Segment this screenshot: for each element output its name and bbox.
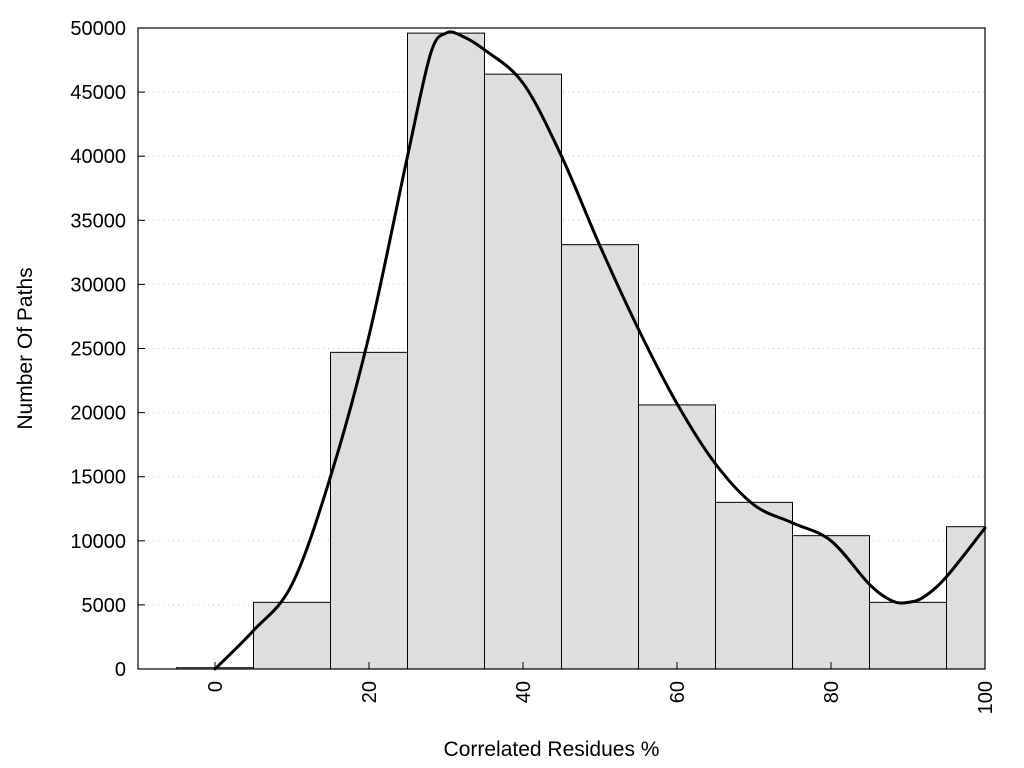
y-tick-label-2: 10000 [70, 531, 126, 553]
histogram-bar-10 [946, 526, 986, 670]
x-axis-label: Correlated Residues % [444, 738, 660, 761]
histogram-bar-2 [330, 351, 408, 670]
y-tick-label-1: 5000 [82, 595, 127, 617]
histogram-bars [176, 32, 986, 670]
x-tick-label-4: 80 [821, 681, 843, 703]
y-tick-label-6: 30000 [70, 274, 126, 296]
x-tick-label-2: 40 [513, 681, 535, 703]
histogram-bar-3 [407, 32, 485, 670]
y-axis-label: Number Of Paths [14, 267, 37, 429]
y-tick-label-4: 20000 [70, 403, 126, 425]
y-tick-label-8: 40000 [70, 146, 126, 168]
x-tick-label-0: 0 [205, 681, 227, 692]
x-tick-label-1: 20 [359, 681, 381, 703]
density-curve [213, 30, 987, 671]
histogram-bar-1 [253, 601, 331, 670]
histogram-bar-9 [869, 601, 947, 670]
tick-labels: 0 5000 10000 15000 20000 25000 30000 35000 40000… [70, 18, 997, 714]
histogram-bar-6 [638, 404, 716, 670]
x-tick-label-3: 60 [667, 681, 689, 703]
y-tick-label-9: 45000 [70, 82, 126, 104]
x-tick-label-5: 100 [975, 681, 997, 714]
y-tick-label-5: 25000 [70, 339, 126, 361]
histogram-bar-8 [792, 535, 870, 670]
y-tick-label-10: 50000 [70, 18, 126, 40]
density-curve-group [213, 30, 987, 671]
y-tick-label-3: 15000 [70, 467, 126, 489]
y-tick-label-7: 35000 [70, 210, 126, 232]
histogram-bar-4 [484, 73, 562, 670]
axis-ticks [138, 27, 986, 670]
histogram-bar-7 [715, 501, 793, 670]
y-tick-label-0: 0 [115, 659, 126, 681]
